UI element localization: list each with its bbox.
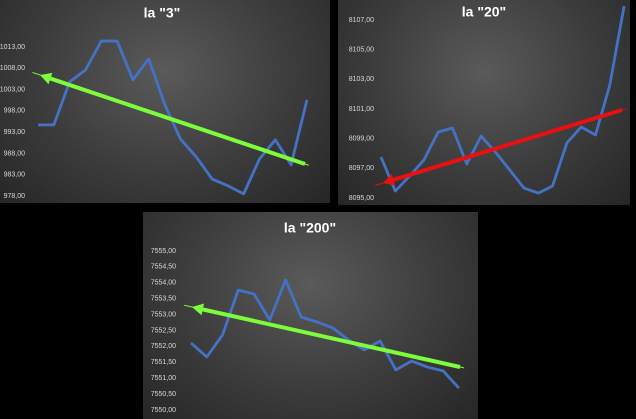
y-tick-label: 7554,00 bbox=[151, 280, 176, 287]
trend-arrow bbox=[199, 306, 461, 369]
y-tick-label: 998,00 bbox=[4, 108, 26, 115]
series-line bbox=[379, 5, 626, 195]
y-tick-label: 1013,00 bbox=[0, 44, 25, 51]
chart-panel: la "20" 8107,00 8105,00 8103,00 8101,00 8099,… bbox=[338, 0, 630, 205]
arrow-head bbox=[40, 72, 53, 85]
chart-title: la "3" bbox=[144, 5, 181, 21]
chart: la "200" 7555,00 7554,50 7554,00 7553,50 7553… bbox=[151, 220, 465, 414]
chart: la "3" 1013,00 1008,00 1003,00 998,00 993,00 9… bbox=[0, 5, 309, 200]
arrow-head bbox=[383, 174, 396, 186]
chart-title: la "200" bbox=[284, 220, 336, 236]
chart-title: la "20" bbox=[462, 4, 506, 20]
chart: la "20" 8107,00 8105,00 8103,00 8101,00 8099,… bbox=[349, 4, 626, 202]
y-tick-label: 8103,00 bbox=[349, 76, 374, 83]
y-tick-label: 7553,50 bbox=[151, 296, 176, 303]
arrow-head bbox=[192, 303, 205, 316]
y-tick-label: 7555,00 bbox=[151, 248, 176, 255]
y-tick-label: 7553,00 bbox=[151, 311, 176, 318]
y-tick-label: 8105,00 bbox=[349, 47, 374, 54]
y-tick-label: 8097,00 bbox=[349, 165, 374, 172]
y-tick-label: 988,00 bbox=[4, 150, 26, 157]
trend-arrow bbox=[390, 108, 623, 183]
y-tick-label: 8107,00 bbox=[349, 17, 374, 24]
y-tick-label: 8095,00 bbox=[349, 195, 374, 202]
y-tick-label: 7551,50 bbox=[151, 359, 176, 366]
chart-panel: la "200" 7555,00 7554,50 7554,00 7553,50 7553… bbox=[143, 212, 478, 419]
y-tick-label: 7552,50 bbox=[151, 327, 176, 334]
y-tick-label: 7550,50 bbox=[151, 391, 176, 398]
y-tick-label: 7551,00 bbox=[151, 375, 176, 382]
y-tick-label: 983,00 bbox=[4, 172, 26, 179]
series-line bbox=[190, 278, 460, 390]
y-tick-label: 1008,00 bbox=[0, 65, 25, 72]
y-tick-label: 7550,00 bbox=[151, 407, 176, 414]
chart-panel: la "3" 1013,00 1008,00 1003,00 998,00 993,00 9… bbox=[0, 0, 330, 203]
y-tick-label: 978,00 bbox=[4, 193, 26, 200]
y-tick-label: 8101,00 bbox=[349, 106, 374, 113]
y-tick-label: 8099,00 bbox=[349, 136, 374, 143]
y-tick-label: 993,00 bbox=[4, 129, 26, 136]
y-tick-label: 1003,00 bbox=[0, 86, 25, 93]
y-tick-label: 7552,00 bbox=[151, 343, 176, 350]
trend-arrow bbox=[46, 75, 306, 166]
y-tick-label: 7554,50 bbox=[151, 264, 176, 271]
